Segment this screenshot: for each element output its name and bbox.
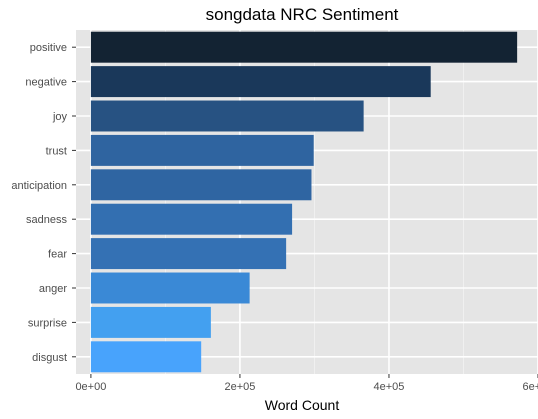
category-label-anger: anger	[39, 283, 67, 295]
bar-trust	[90, 134, 314, 166]
x-tick-label: 6e+05	[523, 381, 538, 393]
bar-anger	[90, 272, 250, 304]
x-tick-label: 0e+00	[75, 381, 106, 393]
category-label-positive: positive	[30, 42, 67, 54]
category-label-joy: joy	[52, 111, 68, 123]
x-axis-ticks	[90, 374, 538, 378]
category-label-sadness: sadness	[26, 214, 67, 226]
bar-positive	[90, 31, 518, 63]
x-tick-label: 4e+05	[374, 381, 405, 393]
bar-surprise	[90, 306, 211, 338]
category-label-disgust: disgust	[32, 352, 67, 364]
bar-sadness	[90, 203, 293, 235]
x-axis-title: Word Count	[265, 397, 340, 413]
category-label-fear: fear	[48, 249, 67, 261]
y-axis-ticks	[72, 46, 76, 358]
category-label-trust: trust	[46, 145, 67, 157]
x-tick-labels: 0e+00 2e+05 4e+05 6e+05	[75, 381, 538, 393]
category-label-negative: negative	[25, 77, 67, 89]
category-label-surprise: surprise	[28, 317, 67, 329]
category-labels: positive negative joy trust anticipation sadn…	[11, 42, 67, 364]
bar-negative	[90, 66, 431, 98]
chart-title: songdata NRC Sentiment	[206, 5, 399, 24]
bars	[90, 31, 518, 373]
bar-joy	[90, 100, 364, 132]
bar-fear	[90, 238, 287, 270]
bar-anticipation	[90, 169, 312, 201]
category-label-anticipation: anticipation	[11, 180, 67, 192]
x-tick-label: 2e+05	[224, 381, 255, 393]
bar-disgust	[90, 341, 202, 373]
